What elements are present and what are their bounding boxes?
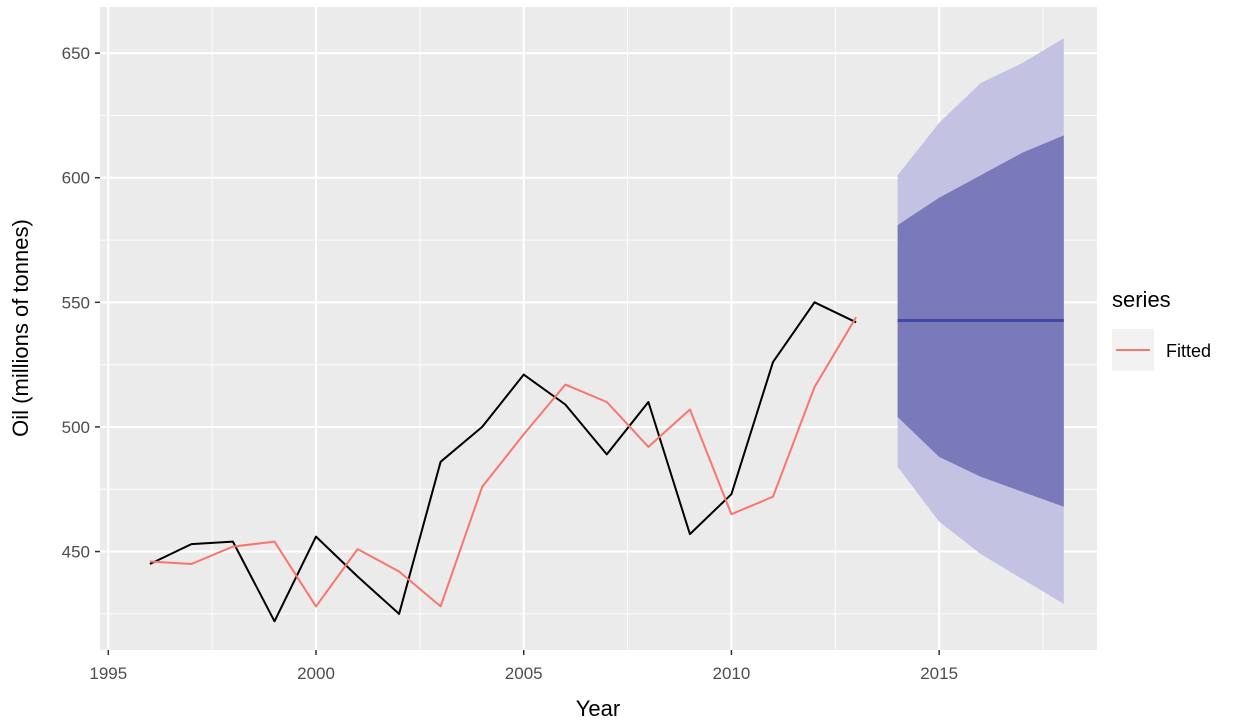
y-tick-label: 500 xyxy=(62,418,90,437)
x-tick-label: 1995 xyxy=(89,664,127,683)
legend-title: series xyxy=(1112,287,1171,312)
y-tick-label: 600 xyxy=(62,169,90,188)
series-line-fitted xyxy=(149,316,857,608)
legend: series Fitted xyxy=(1112,287,1211,371)
x-axis-ticks: 1995 2000 2005 2010 2015 xyxy=(89,650,958,683)
y-tick-label: 550 xyxy=(62,293,90,312)
y-axis-ticks: 450 500 550 600 650 xyxy=(62,44,100,562)
legend-label-fitted: Fitted xyxy=(1166,341,1211,361)
y-tick-label: 650 xyxy=(62,44,90,63)
x-axis-title: Year xyxy=(576,696,620,721)
x-tick-label: 2000 xyxy=(297,664,335,683)
x-tick-label: 2010 xyxy=(713,664,751,683)
x-tick-label: 2005 xyxy=(505,664,543,683)
x-tick-label: 2015 xyxy=(920,664,958,683)
series-lines xyxy=(149,301,1064,623)
y-tick-label: 450 xyxy=(62,543,90,562)
y-axis-title: Oil (millions of tonnes) xyxy=(8,219,33,437)
series-line-observed xyxy=(149,301,857,623)
